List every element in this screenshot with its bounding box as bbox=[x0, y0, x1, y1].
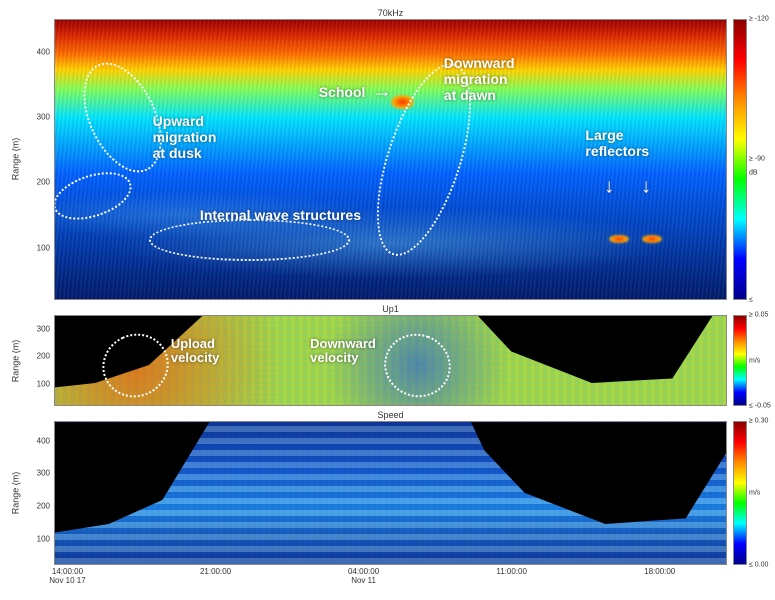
cbar-label: ≥ 0.30 bbox=[749, 418, 768, 425]
panel-bot-ylabel: Range (m) bbox=[8, 421, 22, 564]
xtick-label: 18:00:00 bbox=[644, 567, 675, 577]
xtick-label: 21:00:00 bbox=[200, 567, 231, 577]
annotation-label: Large reflectors bbox=[585, 127, 649, 159]
annotation-ellipse bbox=[358, 53, 490, 267]
annotation-label: Internal wave structures bbox=[200, 207, 361, 223]
xtick-label: 04:00:00Nov 11 bbox=[348, 567, 379, 586]
annotation-ellipse bbox=[67, 50, 177, 184]
cbar-label: ≤ bbox=[749, 296, 753, 303]
panel-mid-ylabel: Range (m) bbox=[8, 315, 22, 407]
panel-top-title: 70kHz bbox=[54, 8, 727, 18]
cbar-label: ≥ -90 bbox=[749, 156, 765, 163]
hot-patch bbox=[391, 95, 414, 109]
panel-bot-colorbar: ≥ 0.30m/s≤ 0.00 bbox=[733, 421, 767, 564]
panel-top-plot: Upward migration at dusk School → Downward … bbox=[54, 19, 727, 300]
ytick-label: 100 bbox=[37, 243, 50, 252]
hot-patch bbox=[642, 235, 662, 243]
annotation-label: Downward migration at dawn bbox=[444, 54, 515, 102]
cbar-label: ≤ -0.05 bbox=[749, 403, 771, 410]
panel-bot-plot bbox=[54, 421, 727, 564]
panel-top-colorbar: ≥ -120 ≥ -90 dB ≤ bbox=[733, 19, 767, 300]
ytick-label: 100 bbox=[37, 534, 50, 543]
annotation-ellipse bbox=[54, 163, 137, 228]
cbar-label: ≤ 0.00 bbox=[749, 561, 768, 568]
panel-mid-plot: Upload velocity Downward velocity bbox=[54, 315, 727, 407]
xtick-label: 11:00:00 bbox=[496, 567, 527, 577]
arrow-icon: → bbox=[372, 81, 392, 104]
ytick-label: 200 bbox=[37, 352, 50, 361]
panel-top: Range (m) 100 200 300 400 Upward migration … bbox=[8, 19, 767, 300]
cbar-label: ≥ -120 bbox=[749, 16, 769, 23]
cbar-label: m/s bbox=[749, 357, 760, 364]
annotation-label: Upload velocity bbox=[171, 337, 219, 367]
ytick-label: 100 bbox=[37, 380, 50, 389]
ytick-label: 300 bbox=[37, 324, 50, 333]
arrow-icon: ↓ bbox=[641, 176, 651, 199]
panel-bot-title: Speed bbox=[54, 410, 727, 420]
panel-mid: Range (m) 100 200 300 Upload velocity Downw… bbox=[8, 315, 767, 407]
panel-bot-yticks: 100 200 300 400 bbox=[22, 421, 54, 564]
x-axis: 14:00:00Nov 10 1721:00:0004:00:00Nov 111… bbox=[54, 565, 727, 592]
annotation-ellipse bbox=[375, 324, 460, 406]
xtick-label: 14:00:00Nov 10 17 bbox=[49, 567, 85, 586]
ytick-label: 400 bbox=[37, 47, 50, 56]
panel-mid-yticks: 100 200 300 bbox=[22, 315, 54, 407]
hot-patch bbox=[609, 235, 629, 243]
panel-mid-colorbar: ≥ 0.05m/s≤ -0.05 bbox=[733, 315, 767, 407]
panel-top-ylabel: Range (m) bbox=[8, 19, 22, 300]
ytick-label: 200 bbox=[37, 178, 50, 187]
figure: 70kHz Range (m) 100 200 300 400 Upward migr… bbox=[8, 8, 767, 592]
ytick-label: 300 bbox=[37, 469, 50, 478]
panel-top-yticks: 100 200 300 400 bbox=[22, 19, 54, 300]
cbar-label: m/s bbox=[749, 489, 760, 496]
panel-mid-title: Up1 bbox=[54, 304, 727, 314]
ytick-label: 200 bbox=[37, 501, 50, 510]
annotation-label: School bbox=[319, 84, 366, 100]
annotation-ellipse bbox=[149, 219, 350, 261]
arrow-icon: ↓ bbox=[604, 176, 614, 199]
cbar-label: ≥ 0.05 bbox=[749, 311, 768, 318]
ytick-label: 300 bbox=[37, 112, 50, 121]
ytick-label: 400 bbox=[37, 436, 50, 445]
annotation-label: Upward migration at dusk bbox=[153, 113, 217, 161]
panel-bot: Range (m) 100200300400 ≥ 0.30m/s≤ 0.00 bbox=[8, 421, 767, 564]
annotation-label: Downward velocity bbox=[310, 337, 376, 367]
cbar-label: dB bbox=[749, 170, 758, 177]
